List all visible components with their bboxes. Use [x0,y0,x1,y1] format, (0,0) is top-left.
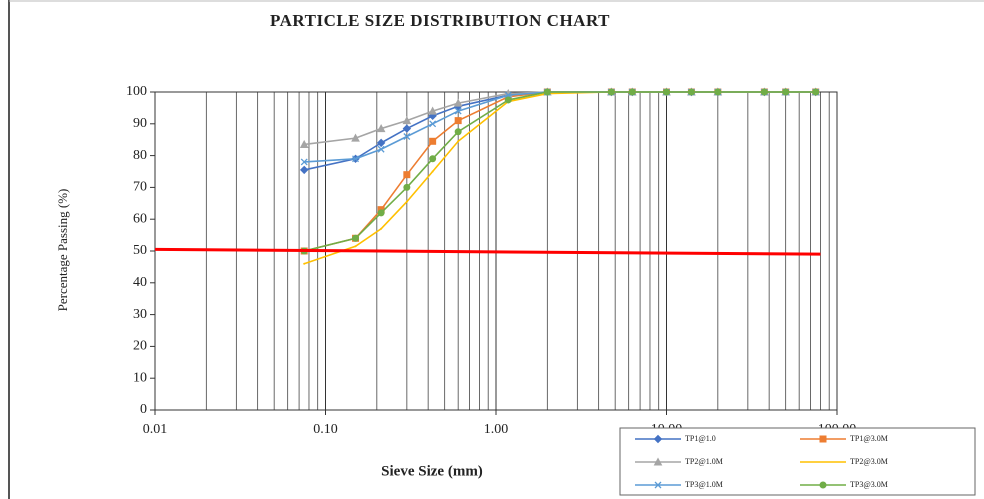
legend-label: TP2@3.0M [850,457,888,466]
legend-label: TP1@1.0 [685,434,716,443]
marker [714,88,722,96]
y-axis-label: Percentage Passing (%) [55,189,70,312]
marker [402,124,412,133]
reference-line [154,247,821,256]
marker [812,88,820,96]
marker [377,209,385,217]
marker [457,140,460,143]
plot-border [154,91,838,411]
marker [403,171,411,179]
marker [504,96,512,104]
marker [429,120,437,128]
marker [663,88,670,96]
legend-label: TP3@1.0M [685,480,723,489]
marker [819,481,827,489]
series-line [303,91,816,265]
marker [351,133,360,142]
marker [303,262,306,265]
marker [454,128,462,136]
y-tick-label: 70 [133,180,147,195]
series [303,91,817,265]
marker [377,145,385,153]
y-tick-label: 60 [133,211,147,226]
marker [654,481,662,489]
marker [376,124,386,133]
x-tick-label: 0.10 [313,422,338,437]
legend-label: TP3@3.0M [850,480,888,489]
series [300,88,820,166]
marker [782,88,790,96]
series-line [304,91,816,252]
marker [402,116,412,125]
x-axis-label: Sieve Size (mm) [381,463,483,479]
marker [760,88,768,96]
marker [454,117,462,125]
y-tick-label: 20 [133,339,147,354]
y-tick-label: 0 [140,402,147,417]
marker [454,107,462,115]
x-tick-label: 1.00 [484,422,509,437]
marker [376,138,386,148]
chart-title: PARTICLE SIZE DISTRIBUTION CHART [270,11,610,30]
series-line [304,91,816,252]
marker [628,88,636,96]
marker [653,457,663,466]
series [299,87,821,148]
marker [352,234,360,242]
marker [403,133,411,140]
legend-label: TP2@1.0M [685,457,723,466]
marker [819,435,827,443]
marker [405,200,408,203]
series-line [304,91,816,146]
series [300,88,820,255]
y-tick-label: 100 [126,84,147,99]
y-tick-label: 40 [133,275,147,290]
x-tick-label: 0.01 [143,422,168,437]
y-tick-label: 30 [133,307,147,322]
marker [607,88,615,96]
marker [380,227,383,230]
y-tick-label: 90 [133,116,147,131]
y-tick-label: 80 [133,148,147,163]
marker [403,183,411,191]
y-tick-label: 10 [133,370,147,385]
marker [299,139,309,148]
marker [429,137,437,145]
marker [431,170,434,173]
marker [543,88,551,96]
marker [299,165,309,175]
marker [429,155,437,163]
y-tick-label: 50 [133,243,147,258]
marker [428,106,437,115]
marker [687,88,695,96]
legend: TP1@1.0 TP1@3.0M TP2@1.0M TP2@3.0M TP3@1.0M T… [619,427,976,496]
series [300,88,820,255]
marker [653,434,663,444]
legend-label: TP1@3.0M [850,434,888,443]
marker [453,98,463,107]
marker [300,158,308,166]
marker [354,245,357,248]
marker [352,155,359,163]
